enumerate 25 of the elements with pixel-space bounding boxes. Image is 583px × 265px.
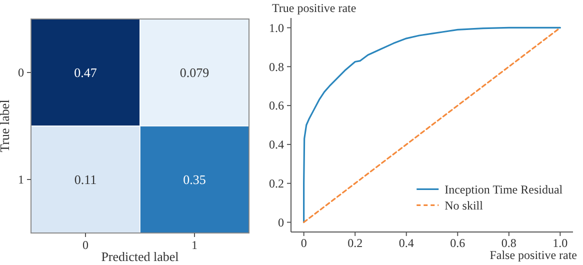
x-tick-label: 0: [300, 236, 307, 250]
y-axis-title: True label: [0, 99, 12, 152]
x-tick-label: 0.2: [348, 236, 363, 250]
legend-label: No skill: [444, 198, 484, 212]
x-tick-label: 0.4: [398, 236, 414, 250]
x-tick-label: 1.0: [552, 236, 568, 250]
x-axis-title: Predicted label: [101, 249, 180, 264]
y-tick-label: 0.8: [269, 60, 284, 74]
x-tick-label: 0.8: [501, 236, 516, 250]
y-tick-label: 0.6: [269, 98, 284, 113]
y-tick-label: 0: [278, 215, 284, 230]
data-label: 0.11: [74, 172, 97, 188]
x-tick-label: 1: [192, 238, 198, 252]
legend-label: Inception Time Residual: [444, 182, 564, 196]
line-series: [303, 26, 561, 224]
y-tick-label: 1.0: [269, 20, 284, 35]
y-tick-label: 0.2: [269, 176, 284, 191]
x-tick-label: 0: [82, 238, 88, 252]
y-axis-title: True positive rate: [272, 1, 356, 15]
data-label: 0.47: [74, 65, 98, 80]
data-label: 0.079: [180, 65, 210, 80]
x-axis-title: False positive rate: [490, 248, 577, 262]
data-label: 0.35: [183, 172, 206, 188]
y-tick-label: 0.4: [269, 138, 284, 152]
x-tick-label: 0.6: [450, 236, 466, 250]
